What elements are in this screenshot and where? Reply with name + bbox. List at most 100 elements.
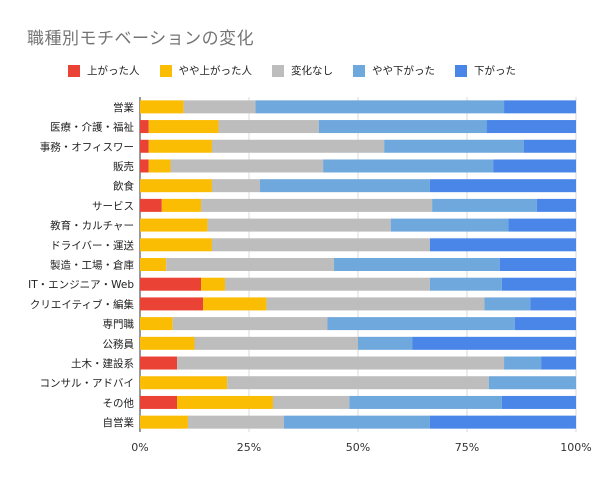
legend-label-slightly-down: やや下がった [372, 65, 435, 77]
bar-segment-s3-c0 [255, 100, 505, 114]
legend-label-down: 下がった [474, 65, 516, 77]
bar-segment-s4-c0 [504, 100, 576, 114]
bar-segment-s1-c16 [140, 415, 188, 429]
bar-segment-s4-c8 [499, 258, 576, 271]
legend-item-no-change: 変化なし [272, 63, 333, 78]
bar-segment-s1-c15 [177, 395, 273, 409]
bar-segment-s4-c2 [523, 139, 576, 153]
bar-segment-s0-c13 [140, 356, 178, 370]
bar-segment-s4-c13 [541, 356, 576, 370]
bar-segment-s2-c11 [172, 317, 328, 331]
bar-segment-s3-c12 [358, 336, 413, 350]
y-category-label: サービス [92, 200, 134, 212]
y-category-label: 教育・カルチャー [50, 219, 134, 232]
bar-segment-s3-c3 [323, 159, 494, 173]
bar-segment-s2-c9 [225, 277, 430, 291]
y-category-label: 販売 [113, 160, 134, 173]
bar-segment-s2-c5 [201, 198, 433, 212]
x-tick-label: 75% [455, 441, 479, 454]
legend-label-no-change: 変化なし [291, 65, 333, 77]
bar-segment-s4-c1 [486, 120, 576, 134]
y-category-label: その他 [103, 396, 135, 409]
bar-segment-s0-c5 [140, 198, 162, 212]
x-tick-label: 0% [131, 441, 148, 454]
bar-segment-s2-c15 [272, 395, 350, 409]
bar-segment-s3-c8 [334, 258, 500, 271]
bar-segment-s2-c6 [207, 218, 391, 232]
bar-segment-s1-c5 [161, 198, 202, 212]
bar-segment-s3-c14 [488, 376, 576, 390]
bar-segment-s2-c16 [187, 415, 284, 429]
bar-segment-s0-c10 [140, 297, 204, 311]
y-category-label: 公務員 [103, 337, 135, 350]
y-category-label: 飲食 [113, 180, 134, 193]
bar-segment-s1-c1 [148, 120, 219, 134]
x-tick-label: 25% [237, 441, 261, 454]
bar-segment-s3-c4 [259, 179, 430, 193]
bar-segment-s3-c2 [384, 139, 524, 153]
y-category-label: 医療・介護・福祉 [50, 121, 134, 134]
bar-segment-s3-c1 [318, 120, 487, 134]
bar-segment-s2-c14 [227, 376, 489, 390]
legend-swatch-down [455, 64, 467, 77]
bar-segment-s1-c11 [140, 317, 173, 331]
bar-segment-s1-c7 [140, 238, 212, 252]
y-category-label: 土木・建設系 [71, 357, 134, 370]
y-category-label: 営業 [113, 101, 134, 114]
legend-item-down: 下がった [455, 63, 516, 78]
bar-segment-s4-c7 [429, 238, 576, 252]
bar-segment-s3-c15 [349, 395, 502, 409]
bar-segment-s4-c9 [501, 277, 576, 291]
bar-segment-s2-c8 [166, 258, 335, 271]
legend: 上がった人 やや上がった人 変化なし やや下がった 下がった [68, 63, 516, 78]
bar-segment-s3-c11 [327, 317, 515, 331]
bar-segment-s0-c3 [140, 159, 149, 173]
bar-segment-s1-c9 [201, 277, 226, 291]
legend-label-up: 上がった人 [87, 65, 140, 77]
bar-segment-s4-c10 [530, 297, 576, 311]
bar-segment-s2-c4 [211, 179, 260, 193]
bar-segment-s3-c10 [484, 297, 531, 311]
legend-label-slightly-up: やや上がった人 [178, 65, 253, 77]
y-category-label: 製造・工場・倉庫 [50, 259, 134, 272]
y-category-label: 自営業 [103, 416, 135, 429]
bar-segment-s0-c1 [140, 120, 149, 134]
y-category-label: IT・エンジニア・Web [28, 279, 134, 291]
bar-segment-s0-c2 [140, 139, 149, 153]
bar-segment-s4-c5 [536, 198, 576, 212]
y-category-label: コンサル・アドバイ [40, 378, 135, 390]
bar-segment-s1-c12 [140, 336, 195, 350]
bar-segment-s2-c10 [266, 297, 485, 311]
bar-segment-s4-c4 [429, 179, 576, 193]
bar-segment-s2-c0 [183, 100, 256, 114]
chart-title: 職種別モチベーションの変化 [27, 29, 255, 49]
bar-segment-s1-c0 [140, 100, 184, 114]
legend-swatch-slightly-up [159, 64, 172, 77]
bar-segment-s3-c16 [283, 415, 430, 429]
y-category-label: 専門職 [103, 319, 135, 331]
bar-segment-s0-c9 [140, 277, 202, 291]
bar-segment-s2-c2 [211, 139, 385, 153]
legend-item-up: 上がった人 [68, 63, 140, 78]
bar-segment-s0-c15 [140, 395, 178, 409]
x-tick-label: 50% [346, 441, 370, 454]
bar-segment-s1-c3 [148, 159, 171, 173]
bar-segment-s1-c4 [140, 179, 212, 193]
bar-segment-s3-c13 [504, 356, 542, 370]
bar-segment-s4-c15 [501, 395, 576, 409]
legend-swatch-slightly-down [353, 64, 365, 77]
bar-segment-s4-c11 [514, 317, 576, 331]
bar-segment-s3-c6 [390, 218, 509, 232]
legend-item-slightly-down: やや下がった [353, 63, 435, 78]
y-category-label: 事務・オフィスワー [40, 140, 134, 153]
bar-segment-s2-c3 [170, 159, 324, 173]
bar-segment-s2-c1 [218, 120, 319, 134]
bar-segment-s2-c13 [177, 356, 505, 370]
bar-segment-s1-c6 [140, 218, 208, 232]
bar-segment-s1-c14 [140, 376, 228, 390]
bar-segment-s4-c16 [429, 415, 576, 429]
legend-item-slightly-up: やや上がった人 [159, 63, 253, 78]
bar-segment-s2-c7 [211, 238, 430, 252]
